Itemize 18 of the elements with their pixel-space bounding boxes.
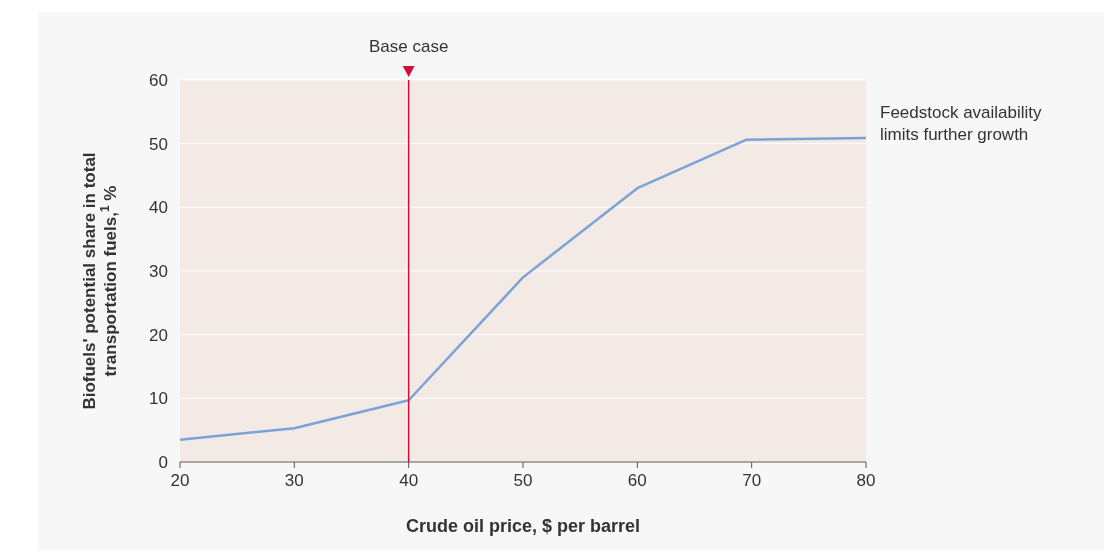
x-tick-label: 40 — [399, 471, 419, 490]
y-tick-label: 10 — [149, 389, 168, 409]
x-tick-label: 70 — [742, 471, 762, 490]
x-tick-label: 50 — [513, 471, 533, 490]
ref-line-label: Base case — [368, 37, 449, 56]
annotation: Feedstock availability limits further growth — [880, 102, 1043, 144]
y-tick-label: 20 — [149, 325, 168, 345]
y-tick-label: 40 — [149, 198, 168, 218]
y-tick-label: 50 — [149, 134, 168, 154]
y-tick-label: 30 — [149, 262, 168, 281]
y-tick-label: 0 — [158, 453, 168, 472]
x-axis-title: Crude oil price, $ per barrel — [405, 516, 641, 536]
x-tick-label: 60 — [627, 471, 647, 490]
x-tick-label: 20 — [170, 471, 190, 490]
line-series — [178, 136, 868, 441]
y-tick-label: 60 — [149, 71, 168, 90]
x-tick-label: 80 — [856, 471, 876, 490]
x-tick-label: 30 — [284, 471, 304, 490]
